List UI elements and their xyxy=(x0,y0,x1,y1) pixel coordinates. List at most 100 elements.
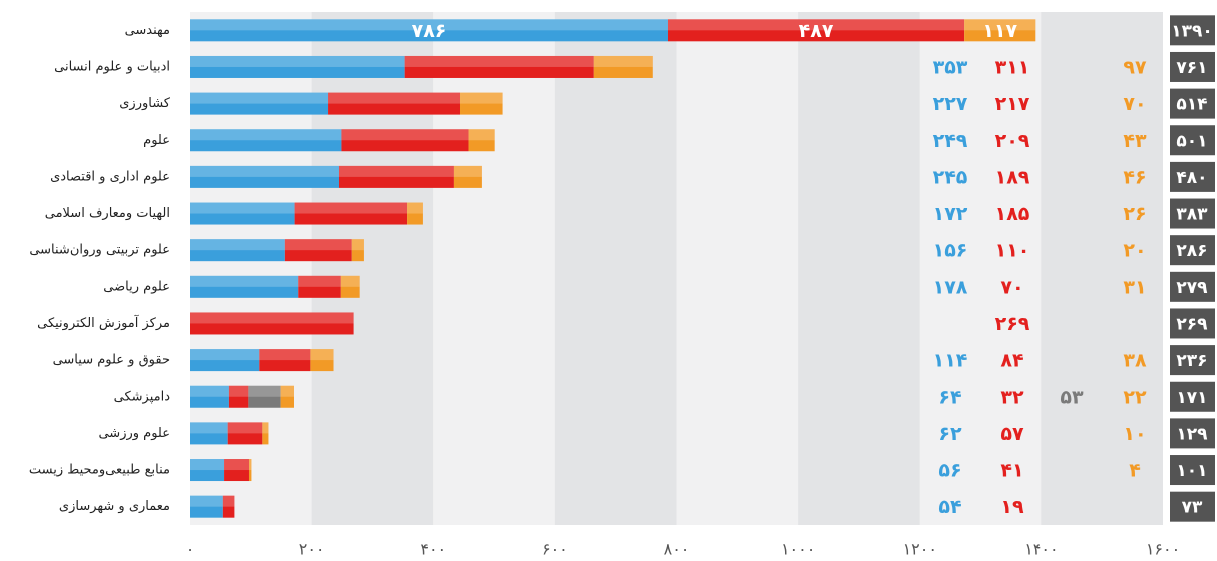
total-label: ۴۸۰ xyxy=(1176,168,1207,188)
grid-band xyxy=(190,12,312,525)
data-label: ۳۱۱ xyxy=(995,56,1030,78)
data-label: ۱۱۴ xyxy=(933,350,968,372)
data-label: ۵۳ xyxy=(1060,386,1084,408)
bar xyxy=(964,19,1036,42)
total-box xyxy=(1170,381,1215,412)
bar-highlight xyxy=(248,459,252,471)
data-label: ۲۲ xyxy=(1123,386,1147,408)
total-box xyxy=(1170,418,1215,449)
data-label: ۱۷۲ xyxy=(933,203,968,225)
bar xyxy=(190,349,260,372)
bar-highlight xyxy=(190,129,342,141)
bar-highlight xyxy=(280,385,294,397)
x-tick-label: ۱۶۰۰ xyxy=(1146,540,1180,559)
data-label: ۳۱ xyxy=(1123,276,1146,298)
data-label: ۲۶۹ xyxy=(995,313,1030,335)
data-label: ۶۲ xyxy=(938,423,962,445)
bar-highlight xyxy=(190,19,668,31)
category-label: مهندسی xyxy=(125,23,170,38)
bar-highlight xyxy=(224,459,249,471)
bar xyxy=(190,239,285,262)
total-box xyxy=(1170,88,1215,119)
category-label: علوم تربیتی وروان‌شناسی xyxy=(29,243,170,258)
data-label: ۵۷ xyxy=(1000,423,1024,445)
category-label: دامپزشکی xyxy=(114,389,171,404)
data-label: ۴۳ xyxy=(1123,130,1147,152)
bar xyxy=(460,92,503,115)
bar-highlight xyxy=(964,19,1036,31)
total-box xyxy=(1170,308,1215,339)
total-box xyxy=(1170,345,1215,376)
bar-highlight xyxy=(340,275,360,287)
data-label: ۲۴۹ xyxy=(933,130,968,152)
category-label: معماری و شهرسازی xyxy=(59,499,170,514)
bar xyxy=(404,55,594,78)
data-label: ۱۷۸ xyxy=(933,276,968,298)
bar-highlight xyxy=(190,92,329,104)
grid-band xyxy=(311,12,434,525)
data-label: ۷۰ xyxy=(1123,93,1146,115)
bar-highlight xyxy=(407,202,423,214)
bar-highlight xyxy=(190,495,223,507)
total-box xyxy=(1170,51,1215,82)
total-label: ۱۰۱ xyxy=(1176,461,1207,481)
bar-highlight xyxy=(310,349,334,361)
total-box xyxy=(1170,271,1215,302)
bar-highlight xyxy=(190,385,229,397)
grid-band xyxy=(554,12,677,525)
total-box xyxy=(1170,15,1215,46)
total-label: ۵۱۴ xyxy=(1176,95,1207,115)
bar-highlight xyxy=(453,165,482,177)
data-label: ۴ xyxy=(1129,460,1141,482)
bar xyxy=(190,422,228,445)
bar xyxy=(284,239,352,262)
bar xyxy=(190,385,229,408)
bar-highlight xyxy=(468,129,495,141)
total-label: ۱۲۹ xyxy=(1176,424,1208,444)
bar xyxy=(341,129,469,152)
bar xyxy=(593,55,653,78)
x-tick-label: ۰ xyxy=(186,540,195,559)
bar xyxy=(190,202,295,225)
bar xyxy=(667,19,965,42)
bar xyxy=(227,422,263,445)
bar xyxy=(222,495,235,518)
bar-highlight xyxy=(667,19,965,31)
bar xyxy=(248,459,252,482)
bar-highlight xyxy=(190,422,228,434)
total-label: ۱۷۱ xyxy=(1176,388,1207,408)
bar-highlight xyxy=(341,129,469,141)
data-label: ۱۱۷ xyxy=(982,20,1017,42)
bar xyxy=(453,165,482,188)
bar-highlight xyxy=(328,92,461,104)
bar xyxy=(407,202,423,225)
bar xyxy=(190,92,329,115)
data-label: ۱۸۹ xyxy=(995,166,1030,188)
bar-highlight xyxy=(228,385,249,397)
data-label: ۱۵۶ xyxy=(933,240,968,262)
bar xyxy=(248,385,281,408)
data-label: ۵۴ xyxy=(938,496,961,518)
total-label: ۷۶۱ xyxy=(1176,58,1207,78)
total-label: ۲۶۹ xyxy=(1176,314,1208,334)
total-label: ۷۳ xyxy=(1182,498,1203,518)
total-label: ۱۳۹۰ xyxy=(1171,21,1213,41)
data-label: ۳۸ xyxy=(1123,350,1147,372)
bar xyxy=(298,275,341,298)
data-label: ۱۰ xyxy=(1123,423,1146,445)
data-label: ۷۸۶ xyxy=(412,20,447,42)
total-label: ۳۸۳ xyxy=(1176,205,1208,225)
category-label: مرکز آموزش الکترونیکی xyxy=(37,314,170,331)
category-label: علوم اداری و اقتصادی xyxy=(50,169,170,184)
bar-highlight xyxy=(248,385,281,397)
data-label: ۱۱۰ xyxy=(995,240,1030,262)
bar-highlight xyxy=(338,165,454,177)
bar xyxy=(190,459,225,482)
bar xyxy=(294,202,408,225)
bar-highlight xyxy=(294,202,408,214)
bar xyxy=(259,349,311,372)
data-label: ۹۷ xyxy=(1123,56,1147,78)
bar-highlight xyxy=(190,312,354,324)
data-label: ۲۱۷ xyxy=(995,93,1030,115)
